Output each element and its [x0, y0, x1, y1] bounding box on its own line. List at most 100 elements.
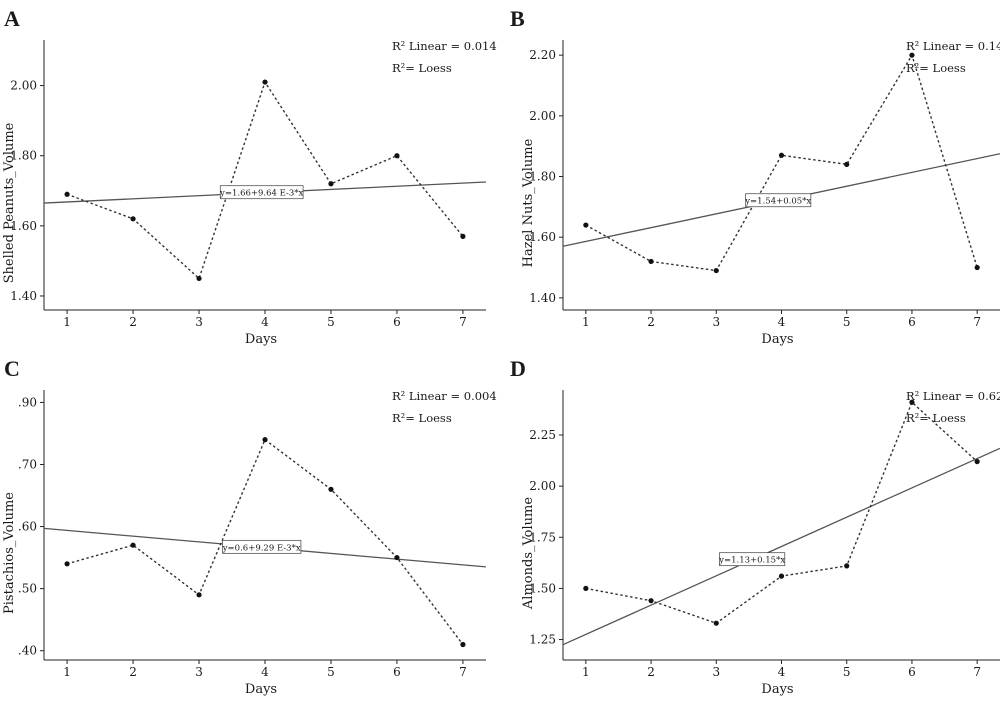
data-point: [196, 592, 202, 598]
y-tick-label: 1.25: [529, 633, 556, 647]
data-point: [713, 267, 719, 274]
x-tick-label: 3: [195, 315, 203, 329]
x-tick-label: 7: [973, 665, 981, 679]
data-point: [844, 563, 850, 569]
x-tick-label: 7: [459, 315, 467, 329]
fit-equation-label: y=0.6+9.29 E-3*x: [222, 543, 301, 553]
x-tick-label: 1: [63, 315, 71, 329]
fit-equation-label: y=1.54+0.05*x: [744, 197, 811, 207]
y-tick-label: 1.40: [10, 289, 37, 303]
x-tick-label: 1: [63, 665, 71, 679]
x-tick-label: 3: [195, 665, 203, 679]
chart-panel-a: A 1 2 3 4 5 6 7 1.40 1.60 1.80 2.00 Days Shelled Pean…: [2, 6, 497, 347]
data-point: [328, 486, 334, 492]
loess-line: [585, 401, 978, 624]
panel-letter: C: [4, 356, 20, 381]
y-axis-title: Almonds_Volume: [521, 497, 536, 610]
data-point: [394, 554, 400, 561]
y-tick-label: 2.00: [529, 109, 556, 123]
x-tick-label: 7: [973, 315, 981, 329]
data-point: [583, 585, 589, 592]
x-tick-label: 3: [712, 665, 720, 679]
data-point: [713, 620, 719, 626]
x-tick-label: 2: [129, 665, 137, 679]
x-tick-label: 5: [327, 665, 335, 679]
r2-linear-label: R² Linear = 0.147: [906, 39, 1000, 53]
data-point: [974, 458, 980, 465]
data-point: [583, 222, 589, 228]
data-point: [778, 152, 785, 158]
data-point: [262, 437, 268, 443]
y-tick-label: .40: [18, 644, 37, 658]
data-point: [648, 258, 654, 265]
x-tick-label: 2: [647, 665, 655, 679]
chart-panel-c: C 1 2 3 4 5 6 7 .40 .50 .60 .70 .90 Days Pistachios_Vo…: [2, 356, 497, 697]
x-tick-label: 6: [908, 665, 916, 679]
linear-fit-line: [562, 447, 1000, 646]
r2-linear-label: R² Linear = 0.626: [906, 389, 1000, 403]
x-tick-label: 4: [261, 665, 269, 679]
x-tick-label: 3: [712, 315, 720, 329]
data-point: [64, 561, 70, 567]
y-tick-label: .90: [18, 395, 37, 409]
data-point: [130, 542, 136, 548]
data-point: [394, 153, 400, 159]
r2-loess-label: R²= Loess: [906, 61, 966, 75]
y-axis-title: Pistachios_Volume: [2, 492, 17, 614]
x-tick-label: 4: [261, 315, 269, 329]
x-tick-label: 7: [459, 665, 467, 679]
y-tick-label: 2.25: [529, 428, 556, 442]
x-tick-label: 5: [843, 665, 851, 679]
data-point: [909, 52, 915, 58]
r2-loess-label: R²= Loess: [906, 411, 966, 425]
y-tick-label: .60: [18, 520, 37, 534]
equation-box: [219, 185, 304, 200]
fit-equation-label: y=1.13+0.15*x: [718, 556, 785, 566]
data-point: [64, 191, 70, 197]
x-tick-label: 2: [647, 315, 655, 329]
y-tick-label: 2.20: [529, 48, 556, 62]
fit-equation-label: y=1.66+9.64 E-3*x: [219, 189, 303, 199]
r2-loess-label: R²= Loess: [392, 61, 452, 75]
x-axis-title: Days: [245, 332, 277, 347]
data-point: [648, 598, 654, 604]
r2-linear-label: R² Linear = 0.004: [392, 389, 497, 403]
y-axis-title: Shelled Peanuts_Volume: [2, 122, 17, 283]
y-tick-label: 1.80: [10, 149, 37, 163]
x-axis-title: Days: [761, 332, 793, 347]
y-tick-label: 1.50: [529, 581, 556, 595]
x-tick-label: 6: [908, 315, 916, 329]
y-tick-label: .50: [18, 582, 37, 596]
x-tick-label: 2: [129, 315, 137, 329]
data-point: [909, 399, 915, 405]
y-tick-label: 1.60: [10, 219, 37, 233]
y-axis-title: Hazel Nuts_Volume: [521, 138, 536, 267]
x-tick-label: 5: [327, 315, 335, 329]
chart-panel-d: D 1 2 3 4 5 6 7 1.25 1.50 1.75 2.00 2.25 Days Almonds_…: [510, 356, 1000, 697]
y-tick-label: 1.80: [529, 170, 556, 184]
data-point: [328, 181, 334, 187]
equation-box: [745, 193, 812, 208]
x-tick-label: 4: [778, 315, 786, 329]
x-tick-label: 4: [778, 665, 786, 679]
data-point: [130, 216, 136, 222]
r2-loess-label: R²= Loess: [392, 411, 452, 425]
x-tick-label: 6: [393, 315, 401, 329]
data-point: [196, 275, 202, 282]
data-point: [460, 641, 466, 648]
y-tick-label: 1.60: [529, 230, 556, 244]
panel-letter: B: [510, 6, 525, 31]
data-point: [460, 233, 466, 239]
x-axis-title: Days: [761, 682, 793, 697]
panel-letter: A: [4, 6, 20, 31]
data-point: [778, 573, 785, 579]
y-tick-label: 2.00: [10, 79, 37, 93]
y-tick-label: 1.75: [529, 530, 556, 544]
x-axis-title: Days: [245, 682, 277, 697]
chart-panel-b: B 1 2 3 4 5 6 7 1.40 1.60 1.80 2.00 2.20 Days Hazel Nu…: [510, 6, 1000, 347]
panel-letter: D: [510, 356, 526, 381]
data-point: [844, 161, 850, 167]
y-tick-label: 2.00: [529, 479, 556, 493]
equation-box: [222, 539, 302, 554]
